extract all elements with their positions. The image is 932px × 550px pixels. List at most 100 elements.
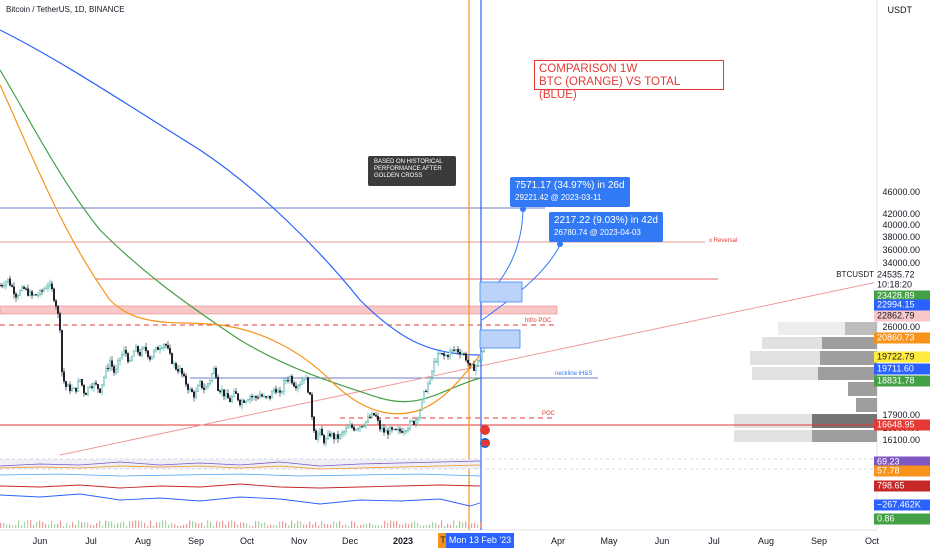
- candle-body: [211, 373, 213, 381]
- projection-label-1: 7571.17 (34.97%) in 26d 29221.42 @ 2023-…: [510, 177, 630, 207]
- candle-body: [101, 384, 103, 393]
- price-tick-label: 16100.00: [882, 434, 920, 445]
- candle-body: [405, 430, 407, 432]
- price-badge: 24535.72: [874, 269, 930, 281]
- price-tick-label: 26000.00: [882, 321, 920, 332]
- volume-bar: [342, 525, 344, 528]
- candle-body: [273, 388, 275, 392]
- volume-bar: [336, 522, 338, 528]
- candle-body: [71, 388, 73, 392]
- candle-body: [219, 390, 221, 393]
- volume-bar: [105, 520, 107, 528]
- volume-bar: [462, 522, 464, 528]
- event-flag-icon[interactable]: [480, 425, 490, 435]
- volume-bar: [90, 524, 92, 528]
- volume-bar: [234, 521, 236, 528]
- candle-body: [457, 349, 459, 353]
- candle-body: [37, 294, 39, 296]
- candle-body: [295, 385, 297, 389]
- candle-body: [231, 396, 233, 403]
- volume-bar: [150, 520, 152, 528]
- volume-bar: [57, 524, 59, 528]
- candle-body: [261, 394, 263, 397]
- candle-body: [269, 395, 271, 399]
- volume-bar: [246, 523, 248, 528]
- volume-bar: [204, 525, 206, 528]
- volume-bar: [357, 525, 359, 528]
- volume-bar: [114, 524, 116, 528]
- candle-body: [127, 353, 129, 362]
- candle-body: [445, 355, 447, 357]
- volume-bar: [198, 523, 200, 528]
- currency-label: USDT: [887, 5, 913, 15]
- candle-body: [427, 383, 429, 392]
- comparison-line-2: BTC (ORANGE) VS TOTAL (BLUE): [539, 76, 680, 101]
- neckline-label: neckline iH&S: [555, 371, 593, 377]
- indicator-badge: 69.23: [874, 456, 930, 468]
- candle-body: [287, 380, 289, 382]
- price-candles: [0, 275, 485, 447]
- candle-body: [29, 291, 31, 296]
- volume-bar: [240, 522, 242, 528]
- candle-body: [423, 390, 425, 400]
- candle-body: [97, 384, 99, 389]
- candle-body: [45, 287, 47, 290]
- volume-bar: [345, 524, 347, 528]
- candle-body: [139, 352, 141, 356]
- volume-bar: [15, 524, 17, 528]
- candle-body: [9, 278, 11, 286]
- volume-bar: [0, 522, 2, 528]
- candle-body: [23, 286, 25, 289]
- candle-body: [425, 390, 427, 393]
- candle-body: [107, 367, 109, 370]
- price-badge: 16648.95: [874, 419, 930, 431]
- volume-bar: [267, 525, 269, 528]
- volume-bar: [213, 525, 215, 528]
- candle-body: [361, 426, 363, 428]
- indicator-badge: 57.78: [874, 465, 930, 477]
- candle-body: [191, 388, 193, 393]
- time-tick-label: Dec: [341, 536, 359, 546]
- measure-box-down: [479, 329, 521, 349]
- candle-body: [325, 438, 327, 444]
- candle-body: [175, 363, 177, 370]
- candle-body: [311, 394, 313, 418]
- volume-bar: [3, 522, 5, 528]
- price-badge: 23428.89: [874, 290, 930, 302]
- price-badge: 10:18:20: [874, 279, 930, 291]
- volume-bar: [177, 525, 179, 528]
- candle-body: [407, 428, 409, 431]
- candle-body: [443, 353, 445, 356]
- candle-body: [153, 350, 155, 357]
- candle-body: [151, 356, 153, 360]
- candle-body: [355, 429, 357, 431]
- volume-profile: [734, 322, 877, 442]
- volume-bar: [255, 521, 257, 528]
- candle-body: [135, 346, 137, 352]
- volume-bar: [18, 520, 20, 528]
- volume-bar: [261, 523, 263, 528]
- volume-bar: [126, 525, 128, 528]
- volume-bar: [168, 524, 170, 528]
- candle-body: [375, 414, 377, 417]
- price-badge: 19722.79: [874, 351, 930, 363]
- candle-body: [75, 387, 77, 392]
- candle-body: [193, 391, 195, 398]
- price-tick-label: 46000.00: [882, 187, 920, 198]
- volume-bar: [474, 522, 476, 528]
- symbol-label: BTCUSDT: [836, 270, 874, 279]
- candle-body: [417, 417, 419, 420]
- volume-bar: [111, 521, 113, 528]
- candle-body: [223, 389, 225, 397]
- volume-bar: [435, 522, 437, 528]
- rsi-line: [0, 460, 481, 467]
- candle-body: [125, 349, 127, 354]
- candle-body: [91, 386, 93, 388]
- time-tick-label: Jul: [85, 536, 97, 546]
- volume-bar: [321, 521, 323, 528]
- candle-body: [257, 397, 259, 399]
- candle-body: [481, 351, 483, 361]
- volume-bar: [300, 521, 302, 528]
- volume-bar: [138, 520, 140, 528]
